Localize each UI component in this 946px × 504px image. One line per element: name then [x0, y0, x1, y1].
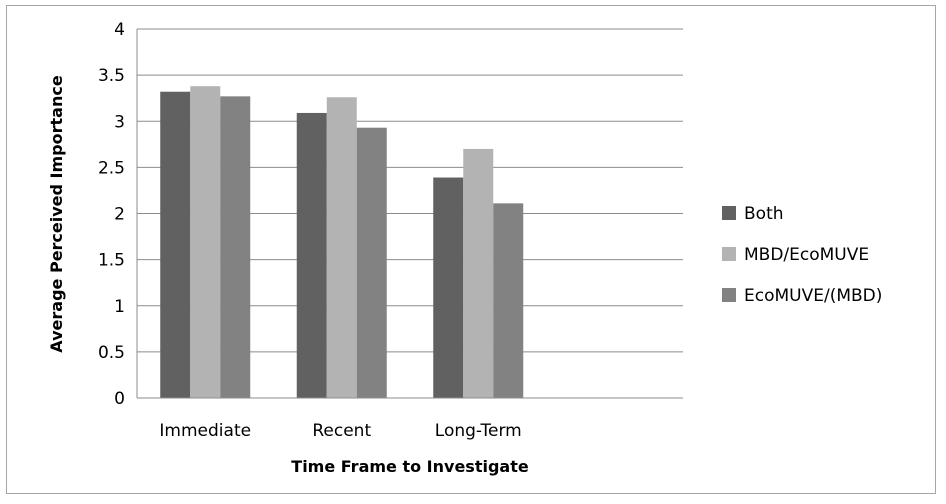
- bar-both-immediate: [160, 91, 191, 398]
- bar-ecomuve-mbd--recent: [356, 127, 387, 399]
- bar-both-recent: [296, 112, 327, 398]
- x-tick-label: Immediate: [159, 421, 251, 441]
- legend: Both MBD/EcoMUVE EcoMUVE/(MBD): [722, 204, 882, 306]
- y-tick-label: 2: [114, 205, 125, 225]
- y-tick-label: 3.5: [98, 66, 125, 86]
- y-axis-title: Average Perceived Importance: [47, 75, 66, 353]
- legend-swatch-ecomuve-mbd-: [722, 288, 736, 302]
- y-tick-label: 1.5: [98, 251, 125, 271]
- y-tick-label: 2.5: [98, 158, 125, 178]
- bar-ecomuve-mbd--immediate: [220, 96, 251, 398]
- y-tick-label: 4: [114, 20, 125, 40]
- y-tick-label: 1: [114, 297, 125, 317]
- bar-ecomuve-mbd--long-term: [493, 203, 524, 398]
- legend-label: Both: [744, 204, 784, 224]
- y-tick-label: 3: [114, 112, 125, 132]
- y-tick-labels: 0 0.5 1 1.5 2 2.5 3 3.5 4: [98, 20, 125, 409]
- x-tick-labels: Immediate Recent Long-Term: [159, 421, 521, 441]
- legend-swatch-mbd-ecomuve: [722, 247, 736, 261]
- legend-label: MBD/EcoMUVE: [744, 245, 869, 265]
- bar-mbd-ecomuve-long-term: [463, 148, 494, 398]
- bar-mbd-ecomuve-immediate: [190, 86, 221, 398]
- x-axis-title: Time Frame to Investigate: [291, 457, 529, 476]
- legend-swatch-both: [722, 206, 736, 220]
- y-tick-label: 0.5: [98, 343, 125, 363]
- x-tick-label: Long-Term: [435, 421, 522, 441]
- bar-both-long-term: [433, 177, 464, 398]
- bars: [137, 86, 683, 399]
- bar-mbd-ecomuve-recent: [326, 97, 357, 398]
- legend-label: EcoMUVE/(MBD): [744, 286, 882, 306]
- x-tick-label: Recent: [312, 421, 371, 441]
- y-tick-label: 0: [114, 389, 125, 409]
